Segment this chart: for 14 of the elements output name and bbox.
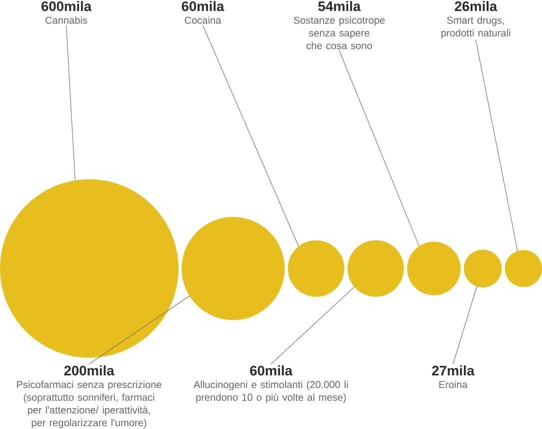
category-label: Psicofarmaci senza prescrizione (soprattutto sonniferi, farmaci per l'attenzione/ iperattività, per regolarizzare l'umore): [17, 380, 162, 428]
data-label: 600mila: [42, 0, 92, 12]
category-label: Eroina: [439, 380, 468, 388]
category-label: Allucinogeni e stimolanti (20.000 li prendono 10 o più volte al mese): [194, 380, 348, 403]
data-label: 60mila: [250, 365, 292, 376]
data-label: 60mila: [182, 0, 224, 12]
category-label: Sostanze psicotrope senza sapere che cosa sono: [294, 16, 385, 50]
data-label: 200mila: [64, 365, 114, 376]
data-label: 27mila: [432, 365, 474, 376]
data-label: 26mila: [454, 0, 498, 12]
category-label: Cannabis: [46, 16, 88, 24]
data-label: 54mila: [318, 0, 361, 12]
category-label: Cocaina: [184, 16, 222, 24]
category-label: Smart drugs, prodotti naturali: [441, 16, 510, 38]
